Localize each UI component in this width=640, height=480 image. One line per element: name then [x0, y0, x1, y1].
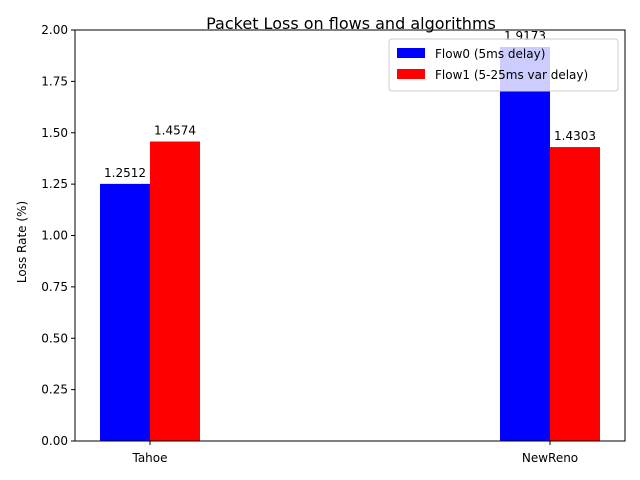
y-axis-label: Loss Rate (%): [15, 201, 29, 283]
bar-tahoe-flow1: [150, 141, 200, 441]
y-tick-label: 2.00: [41, 23, 68, 37]
legend-label: Flow1 (5-25ms var delay): [435, 68, 588, 82]
bar-newreno-flow0: [500, 46, 550, 442]
y-tick-label: 1.00: [41, 229, 68, 243]
y-tick-label: 0.50: [41, 331, 68, 345]
legend-swatch: [397, 69, 425, 79]
legend-label: Flow0 (5ms delay): [435, 47, 545, 61]
y-tick-label: 0.00: [41, 434, 68, 448]
x-tick-label: NewReno: [522, 451, 578, 465]
y-tick-label: 1.75: [41, 74, 68, 88]
y-tick-label: 1.50: [41, 126, 68, 140]
bar-value-label: 1.2512: [104, 166, 146, 180]
chart-title: Packet Loss on flows and algorithms: [206, 14, 496, 33]
y-ticks: 0.00 0.25 0.50 0.75 1.00 1.25 1.50 1.75 2.00: [41, 23, 75, 448]
bar-value-label: 1.4303: [554, 129, 596, 143]
x-ticks: TahoeNewRenoVegas: [131, 441, 578, 465]
legend: Flow0 (5ms delay) Flow1 (5-25ms var delay…: [388, 38, 619, 92]
bar-group: [100, 46, 600, 442]
y-tick-label: 0.75: [41, 280, 68, 294]
bar-newreno-flow1: [550, 147, 600, 441]
y-tick-label: 1.25: [41, 177, 68, 191]
x-tick-label: Tahoe: [131, 451, 167, 465]
bar-tahoe-flow0: [100, 183, 150, 441]
y-tick-label: 0.25: [41, 383, 68, 397]
legend-swatch: [397, 48, 425, 58]
bar-value-label: 1.4574: [154, 124, 196, 138]
legend-box: [388, 38, 619, 92]
